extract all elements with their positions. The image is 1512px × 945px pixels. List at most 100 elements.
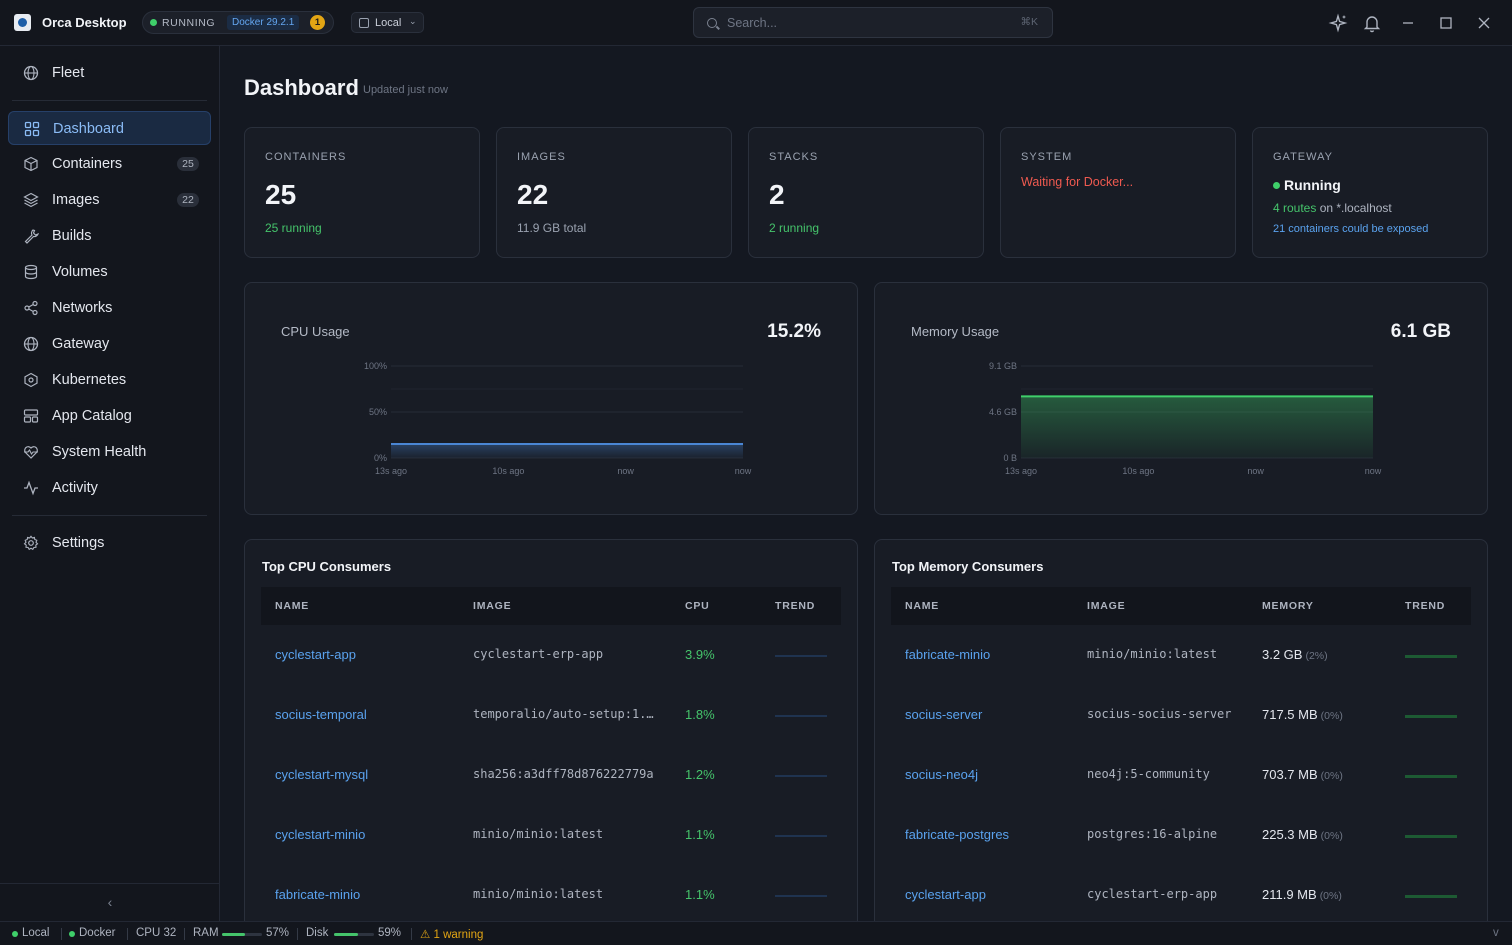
sidebar-item-containers[interactable]: Containers 25	[8, 147, 211, 181]
context-selector[interactable]: Local ⌄	[351, 12, 424, 33]
sidebar-item-label: Dashboard	[53, 121, 124, 137]
container-name-link[interactable]: cyclestart-minio	[275, 827, 366, 842]
trend-sparkline	[1405, 655, 1457, 658]
search-input[interactable]	[727, 14, 987, 32]
memory-value: 717.5 MB (0%)	[1262, 707, 1343, 722]
image-name: cyclestart-erp-app	[473, 647, 604, 661]
container-name-link[interactable]: cyclestart-app	[275, 647, 356, 662]
column-header-name[interactable]: NAME	[275, 600, 310, 612]
maximize-icon[interactable]	[1435, 12, 1457, 34]
search-box[interactable]: ⌘K	[693, 7, 1053, 38]
status-separator	[61, 928, 62, 940]
column-header-name[interactable]: NAME	[905, 600, 940, 612]
activity-icon	[24, 480, 38, 496]
status-local[interactable]: Local	[22, 927, 50, 939]
images-card[interactable]: IMAGES 22 11.9 GB total	[496, 127, 732, 258]
sidebar-item-label: Activity	[52, 480, 98, 496]
routes-link[interactable]: 4 routes	[1273, 201, 1317, 215]
database-icon	[24, 264, 38, 280]
status-separator	[411, 928, 412, 940]
gateway-card[interactable]: GATEWAY Running 4 routes on *.localhost …	[1252, 127, 1488, 258]
sidebar-item-label: Gateway	[52, 336, 110, 352]
sidebar-item-settings[interactable]: Settings	[8, 526, 211, 560]
trend-sparkline	[775, 655, 827, 657]
containers-card[interactable]: CONTAINERS 25 25 running	[244, 127, 480, 258]
docker-status-pill[interactable]: RUNNING Docker 29.2.1 1	[142, 11, 334, 34]
container-name-link[interactable]: socius-neo4j	[905, 767, 978, 782]
bell-icon[interactable]	[1361, 12, 1383, 34]
container-name-link[interactable]: cyclestart-mysql	[275, 767, 369, 782]
box-icon	[24, 156, 38, 172]
column-header-cpu[interactable]: CPU	[685, 600, 710, 612]
panel-title: Top CPU Consumers	[262, 559, 392, 574]
image-name: socius-socius-server	[1087, 707, 1232, 721]
sidebar-item-networks[interactable]: Networks	[8, 291, 211, 325]
y-tick-label: 4.6 GB	[989, 407, 1017, 417]
memory-percent: (0%)	[1320, 710, 1343, 722]
collapse-sidebar-button[interactable]: ‹	[0, 883, 220, 921]
table-row[interactable]: cyclestart-app cyclestart-erp-app 211.9 MB…	[891, 865, 1471, 921]
memory-usage-panel: Memory Usage 6.1 GB 9.1 GB 4.6 GB 0 B 13s a…	[874, 282, 1488, 515]
stacks-card[interactable]: STACKS 2 2 running	[748, 127, 984, 258]
context-label: Local	[375, 17, 402, 29]
exposable-containers-link[interactable]: 21 containers could be exposed	[1273, 223, 1429, 235]
table-row[interactable]: socius-neo4j neo4j:5-community 703.7 MB (0%…	[891, 745, 1471, 805]
sidebar-item-label: Volumes	[52, 264, 108, 280]
system-card[interactable]: SYSTEM Waiting for Docker...	[1000, 127, 1236, 258]
table-row[interactable]: socius-server socius-socius-server 717.5 M…	[891, 685, 1471, 745]
table-row[interactable]: socius-temporal temporalio/auto-setup:1.2…	[261, 685, 841, 745]
x-tick-label: 10s ago	[1122, 466, 1154, 476]
sparkles-icon[interactable]	[1327, 12, 1349, 34]
heart-pulse-icon	[24, 446, 38, 459]
container-name-link[interactable]: cyclestart-app	[905, 887, 986, 902]
engine-status-label: RUNNING	[162, 17, 216, 29]
table-row[interactable]: cyclestart-app cyclestart-erp-app 3.9%	[261, 625, 841, 685]
status-docker[interactable]: Docker	[79, 927, 116, 939]
sidebar-item-app-catalog[interactable]: App Catalog	[8, 399, 211, 433]
x-tick-label: now	[617, 466, 634, 476]
sidebar-item-dashboard[interactable]: Dashboard	[8, 111, 211, 145]
memory-usage-chart: 9.1 GB 4.6 GB 0 B 13s ago 10s ago now now	[989, 361, 1382, 476]
sidebar-item-activity[interactable]: Activity	[8, 471, 211, 505]
card-title: IMAGES	[517, 151, 566, 163]
sidebar-item-gateway[interactable]: Gateway	[8, 327, 211, 361]
minimize-icon[interactable]	[1397, 12, 1419, 34]
container-name-link[interactable]: fabricate-minio	[905, 647, 991, 662]
sidebar-divider	[12, 100, 207, 101]
column-header-memory[interactable]: MEMORY	[1262, 600, 1314, 612]
column-header-image[interactable]: IMAGE	[473, 600, 512, 612]
search-shortcut: ⌘K	[1020, 16, 1038, 28]
status-disk-percent: 59%	[378, 927, 402, 939]
column-header-image[interactable]: IMAGE	[1087, 600, 1126, 612]
server-icon	[359, 18, 369, 28]
sidebar-item-system-health[interactable]: System Health	[8, 435, 211, 469]
status-warning[interactable]: ⚠ 1 warning	[420, 929, 484, 941]
status-cpu: CPU 32	[136, 927, 177, 939]
containers-count-badge: 25	[177, 157, 199, 171]
sidebar-item-builds[interactable]: Builds	[8, 219, 211, 253]
container-name-link[interactable]: socius-server	[905, 707, 983, 722]
sidebar-item-kubernetes[interactable]: Kubernetes	[8, 363, 211, 397]
table-row[interactable]: cyclestart-mysql sha256:a3dff78d876222779…	[261, 745, 841, 805]
container-name-link[interactable]: fabricate-minio	[275, 887, 361, 902]
table-row[interactable]: cyclestart-minio minio/minio:latest 1.1%	[261, 805, 841, 865]
close-icon[interactable]	[1473, 12, 1495, 34]
wrench-icon	[24, 229, 39, 244]
sidebar-item-volumes[interactable]: Volumes	[8, 255, 211, 289]
table-row[interactable]: fabricate-minio minio/minio:latest 1.1%	[261, 865, 841, 921]
status-separator	[297, 928, 298, 940]
sidebar-item-fleet[interactable]: Fleet	[8, 56, 211, 90]
card-title: STACKS	[769, 151, 819, 163]
cpu-value: 1.8%	[685, 707, 715, 722]
container-name-link[interactable]: fabricate-postgres	[905, 827, 1010, 842]
sidebar-item-label: Fleet	[52, 65, 85, 81]
status-version: v	[1493, 927, 1499, 939]
sidebar-item-images[interactable]: Images 22	[8, 183, 211, 217]
container-name-link[interactable]: socius-temporal	[275, 707, 367, 722]
sidebar-item-label: Settings	[52, 535, 105, 551]
catalog-icon	[23, 409, 39, 423]
table-row[interactable]: fabricate-minio minio/minio:latest 3.2 GB(…	[891, 625, 1471, 685]
trend-sparkline	[1405, 715, 1457, 718]
table-row[interactable]: fabricate-postgres postgres:16-alpine 225.…	[891, 805, 1471, 865]
memory-value: 211.9 MB (0%)	[1262, 887, 1342, 902]
